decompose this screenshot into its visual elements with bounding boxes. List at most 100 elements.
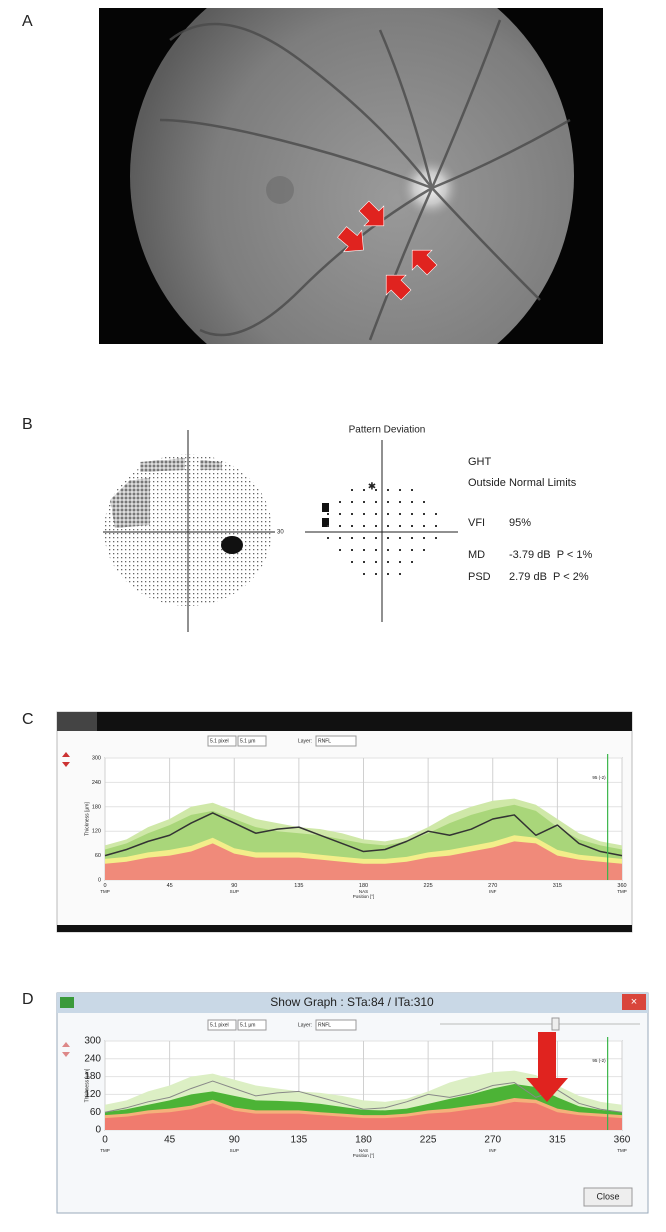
pd-symbol <box>375 561 377 563</box>
pd-symbol <box>411 513 413 515</box>
layer-value: RNFL <box>318 1022 331 1028</box>
panel-label: C <box>22 711 34 728</box>
field-indices: GHT Outside Normal Limits VFI 95% MD -3.… <box>468 456 592 583</box>
pd-symbol <box>399 501 401 503</box>
toolbar-text: 5.1 pixel <box>210 1022 229 1028</box>
y-tick-label: 300 <box>92 755 101 761</box>
x-tick-label: 225 <box>424 883 433 889</box>
up-button[interactable] <box>62 752 70 757</box>
panel-label: D <box>22 991 34 1008</box>
ght-label: GHT <box>468 456 492 468</box>
pd-symbol <box>399 549 401 551</box>
pd-symbol <box>387 561 389 563</box>
y-tick-label: 300 <box>84 1036 101 1047</box>
pd-symbol <box>375 489 377 491</box>
y-axis-label: Thickness [µm] <box>84 802 90 836</box>
cursor-label: 95 (-2) <box>592 1058 606 1063</box>
close-button[interactable] <box>583 1187 633 1207</box>
svg-text:✱: ✱ <box>368 482 376 493</box>
x-tick-label: 225 <box>420 1135 437 1146</box>
pd-symbol <box>375 549 377 551</box>
x-tick-label: 135 <box>291 1135 308 1146</box>
pd-symbol <box>423 549 425 551</box>
y-tick-label: 60 <box>95 853 101 859</box>
pd-symbol <box>411 501 413 503</box>
y-tick-label: 60 <box>90 1107 102 1118</box>
pd-symbol <box>351 501 353 503</box>
thumb <box>57 712 97 731</box>
toolbar-text: 5.1 pixel <box>210 738 229 744</box>
ght-value: Outside Normal Limits <box>468 477 577 489</box>
panel-label: A <box>22 13 33 30</box>
pd-symbol <box>363 537 365 539</box>
layer-select[interactable] <box>315 1019 357 1031</box>
x-axis-label: Position [°] <box>353 894 375 899</box>
top-bar <box>57 712 632 731</box>
pd-symbol <box>387 537 389 539</box>
window-title: Show Graph : STa:84 / ITa:310 <box>270 995 434 1009</box>
layer-value: RNFL <box>318 738 331 744</box>
psd-label: PSD <box>468 571 491 583</box>
pd-symbol <box>351 489 353 491</box>
x-tick-label: 315 <box>549 1135 566 1146</box>
pd-symbol <box>399 513 401 515</box>
pd-symbol <box>387 525 389 527</box>
pd-symbol <box>339 513 341 515</box>
pd-symbol <box>363 525 365 527</box>
x-tick-label: 360 <box>614 1135 631 1146</box>
cursor-label: 95 (-2) <box>592 775 606 780</box>
pd-symbol <box>411 537 413 539</box>
y-tick-label: 240 <box>92 780 101 786</box>
pd-symbol <box>423 513 425 515</box>
title-bar <box>57 993 648 1013</box>
x-tick-label: 0 <box>102 1135 108 1146</box>
region-label: TMP <box>617 1148 627 1153</box>
down-button[interactable] <box>62 762 70 767</box>
pd-symbol <box>387 489 389 491</box>
region-label: INF <box>489 1148 497 1153</box>
pd-symbol <box>327 525 329 527</box>
region-label: TMP <box>100 889 110 894</box>
annotation-arrow <box>526 1032 568 1102</box>
pd-symbol <box>423 537 425 539</box>
region-label: TMP <box>100 1148 110 1153</box>
toolbar-text: 5.1 µm <box>240 1022 255 1028</box>
pd-symbol <box>351 525 353 527</box>
pd-symbol <box>435 513 437 515</box>
x-tick-label: 360 <box>617 883 626 889</box>
pd-symbol <box>363 561 365 563</box>
region-label: NAS <box>359 1148 368 1153</box>
y-tick-label: 180 <box>92 804 101 810</box>
pd-symbol <box>423 525 425 527</box>
y-tick-label: 180 <box>84 1071 101 1082</box>
pd-symbol <box>435 537 437 539</box>
up-button[interactable] <box>62 1042 70 1047</box>
pd-symbol <box>375 525 377 527</box>
slider-thumb[interactable] <box>551 1017 560 1031</box>
x-tick-label: 90 <box>231 883 237 889</box>
pd-symbol <box>375 573 377 575</box>
pd-symbol <box>387 549 389 551</box>
x-axis-label: Position [°] <box>353 1153 375 1158</box>
app-icon <box>60 997 74 1008</box>
pd-symbol <box>351 549 353 551</box>
close-x[interactable] <box>622 994 646 1010</box>
layer-label: Layer: <box>298 738 312 744</box>
x-tick-label: 315 <box>553 883 562 889</box>
panel-label: B <box>22 416 33 433</box>
vfi-value: 95% <box>509 517 531 529</box>
toolbar-field <box>207 735 237 747</box>
normative-band <box>105 1101 622 1130</box>
bottom-bar <box>57 925 632 932</box>
thickness-line <box>104 812 623 857</box>
toolbar-text: 5.1 µm <box>240 738 255 744</box>
pd-symbol <box>363 549 365 551</box>
layer-select[interactable] <box>315 735 357 747</box>
thickness-line <box>104 1080 623 1113</box>
region-label: TMP <box>617 889 627 894</box>
pd-symbol <box>375 501 377 503</box>
region-label: NAS <box>359 889 368 894</box>
pd-symbol <box>411 525 413 527</box>
down-button[interactable] <box>62 1052 70 1057</box>
pd-symbol <box>411 489 413 491</box>
